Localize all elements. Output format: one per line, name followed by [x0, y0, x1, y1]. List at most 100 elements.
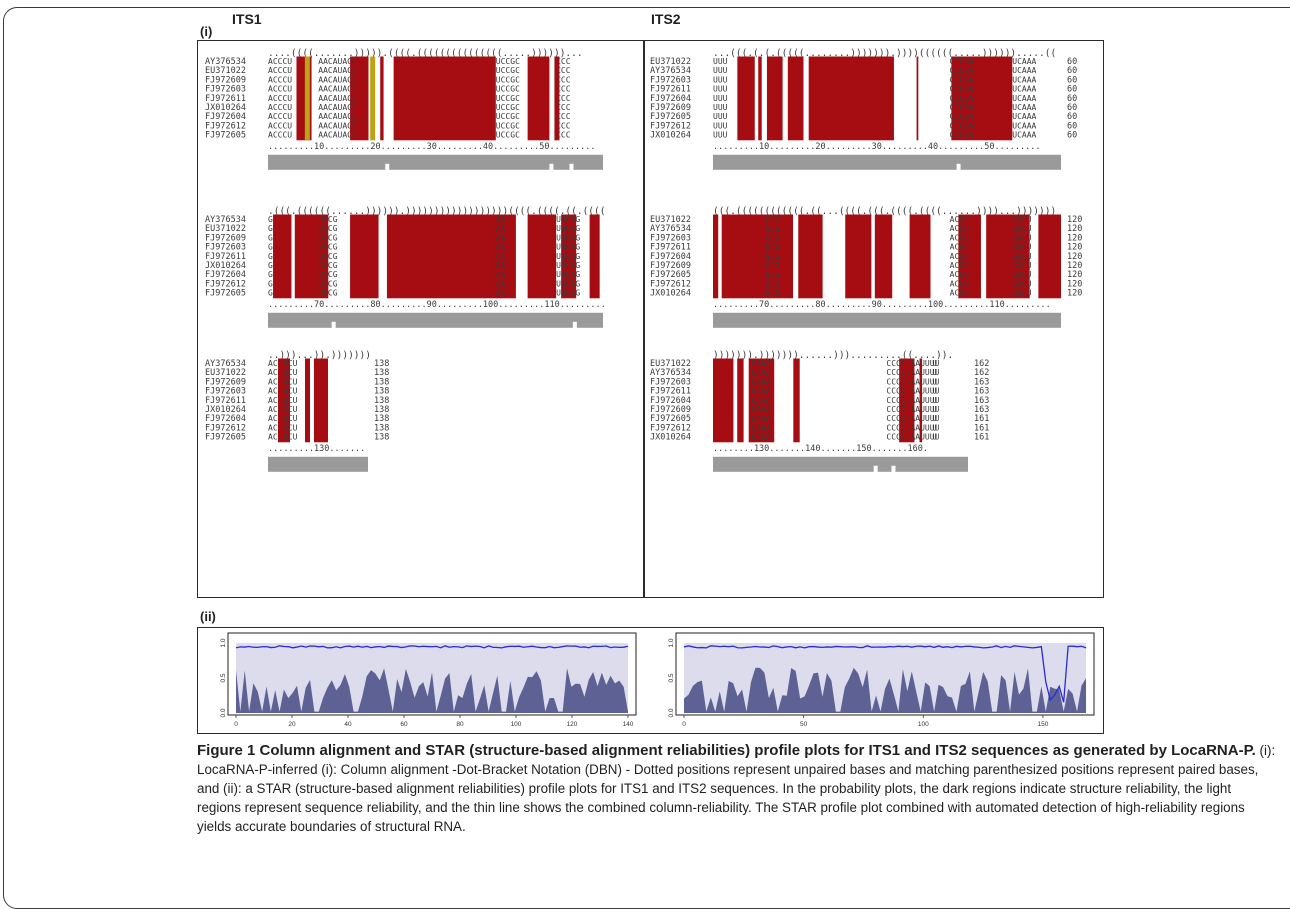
- sequence-end: CCC: [556, 85, 571, 94]
- sequence-end: U: [932, 433, 937, 442]
- y-tick-label: 1.0: [220, 638, 227, 647]
- sequence-segment: UCCGC: [496, 121, 520, 130]
- position-number: 120: [1067, 289, 1082, 299]
- sequence-end: UUGAG: [556, 233, 580, 242]
- conserved-column: [899, 358, 915, 443]
- sequence-segment: CCCC-AAUUUU: [886, 433, 939, 442]
- y-tick-label: 0.0: [668, 708, 675, 717]
- y-tick-label: 0.5: [220, 673, 227, 682]
- sequence-id: AY376534: [650, 224, 691, 234]
- sequence-id: FJ972612: [650, 279, 691, 289]
- sequence-segment: AA: [496, 270, 506, 279]
- ruler: .........130.......: [268, 444, 365, 454]
- sequence-end: GUCU: [1012, 261, 1031, 270]
- conserved-column: [527, 214, 557, 299]
- sequence-segment: UCCGC: [496, 85, 520, 94]
- sequence-start: ACCCU: [268, 103, 292, 112]
- position-number: 138: [374, 396, 389, 406]
- sequence-id: FJ972611: [650, 85, 691, 95]
- its2-block-1: ...(((.(.(.(((((........))))))).))))((((…: [650, 42, 1095, 202]
- conserved-column: [748, 358, 775, 443]
- sequence-segment: AACAUACC: [318, 94, 357, 103]
- sequence-id: FJ972609: [205, 377, 246, 387]
- x-tick-label: 120: [567, 721, 578, 728]
- sequence-segment: AACAUACC: [318, 121, 357, 130]
- sequence-id: FJ972612: [205, 121, 246, 131]
- x-tick-label: 150: [1037, 721, 1048, 728]
- x-tick-label: 50: [800, 721, 808, 728]
- sequence-id: FJ972603: [650, 377, 691, 387]
- sequence-segment: CCCC-AAUUUU: [886, 359, 939, 368]
- sequence-segment: UCCGC: [496, 103, 520, 112]
- sequence-id: JX010264: [205, 405, 246, 415]
- sequence-segment: UAAA: [751, 387, 770, 396]
- sequence-end: UUGAG: [556, 252, 580, 261]
- conserved-column: [350, 214, 379, 299]
- sequence-id: FJ972609: [650, 261, 691, 271]
- sequence-segment: GCG: [765, 252, 780, 261]
- conserved-column: [393, 56, 496, 141]
- sequence-segment: UCU: [283, 359, 298, 368]
- reliability-dip: [891, 465, 896, 473]
- sequence-end: CCC: [556, 57, 571, 66]
- sequence-segment: GCCGA: [950, 85, 974, 94]
- sequence-segment: UAAA: [751, 414, 770, 423]
- sequence-end: UUGAG: [556, 289, 580, 298]
- conserved-column: [561, 214, 577, 299]
- sequence-segment: CCCC-AAUUUU: [886, 396, 939, 405]
- position-number: 120: [1067, 279, 1082, 289]
- sequence-id: FJ972609: [650, 405, 691, 415]
- sequence-segment: GCCGA: [950, 66, 974, 75]
- y-tick-label: 0.5: [668, 673, 675, 682]
- x-tick-label: 140: [623, 721, 634, 728]
- sequence-id: FJ972603: [205, 387, 246, 397]
- conserved-column: [713, 358, 734, 443]
- position-number: 138: [374, 423, 389, 433]
- sequence-segment: AA: [496, 215, 506, 224]
- sequence-end: GUCU: [1012, 279, 1031, 288]
- sequence-segment: AA: [496, 279, 506, 288]
- sequence-segment: UCU: [283, 377, 298, 386]
- sequence-id: FJ972611: [205, 94, 246, 104]
- conserved-column: [386, 214, 516, 299]
- sequence-start: AC: [268, 414, 278, 423]
- combined-reliability-line: [235, 645, 629, 649]
- conserved-column: [278, 358, 290, 443]
- sequence-end: UCAAA: [1012, 103, 1036, 112]
- sequence-segment: UCCGC: [496, 75, 520, 84]
- structure-reliability-area: [684, 667, 1086, 713]
- conserved-column: [845, 214, 872, 299]
- sequence-start: AC: [268, 377, 278, 386]
- sequence-segment: UCCG: [318, 224, 337, 233]
- sequence-start: G: [268, 289, 273, 298]
- reliability-bar: [713, 154, 1061, 170]
- star-plot-its2: 1.0 0.5 0.0 0 50 100 150: [668, 632, 1095, 728]
- position-number: 161: [974, 414, 989, 424]
- sequence-segment: AACAUACC: [318, 57, 357, 66]
- alignment-panel: [197, 40, 1104, 598]
- sequence-start: G: [268, 243, 273, 252]
- sequence-end: CCC: [556, 121, 571, 130]
- sequence-start: ACCCU: [268, 94, 292, 103]
- sequence-segment: AA: [496, 252, 506, 261]
- sequence-segment: UAAA: [751, 423, 770, 432]
- sequence-segment: GCG: [765, 233, 780, 242]
- sequence-segment: GCG: [765, 270, 780, 279]
- position-number: 60: [1067, 75, 1077, 85]
- dbn-structure: ....((((.......))))).((((.((((((((((((((…: [268, 48, 583, 59]
- sequence-segment: GCG: [765, 215, 780, 224]
- its1-block-3: ..)))...)).))))))) AY376534 AC UCU 138 EU3710…: [205, 344, 605, 484]
- conserved-column: [273, 214, 292, 299]
- sequence-id: FJ972605: [205, 131, 246, 141]
- sequence-end: UUGAG: [556, 224, 580, 233]
- sequence-segment: UCCGC: [496, 131, 520, 140]
- conserved-column: [793, 358, 800, 443]
- sequence-start: G: [268, 261, 273, 270]
- reliability-dip: [572, 321, 577, 329]
- sequence-end: U: [932, 368, 937, 377]
- sequence-id: FJ972604: [205, 112, 246, 122]
- sequence-start: ACCCU: [268, 112, 292, 121]
- sequence-end: UCAAA: [1012, 85, 1036, 94]
- its1-header: ITS1: [232, 11, 262, 27]
- x-tick-label: 100: [918, 721, 929, 728]
